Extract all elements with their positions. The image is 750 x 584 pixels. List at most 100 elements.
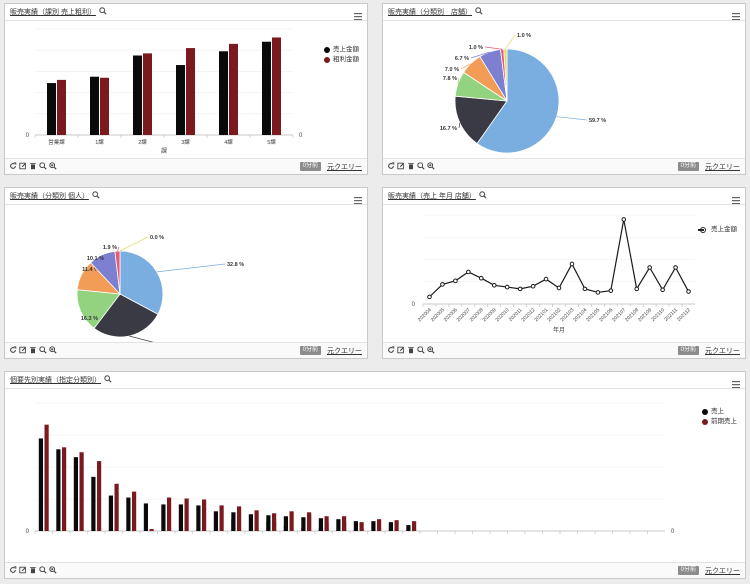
data-point	[530, 283, 536, 289]
legend-item-prior-sales[interactable]: 前期売上	[702, 417, 737, 427]
bar-series-2	[219, 505, 224, 531]
source-query-link[interactable]: 元クエリー	[705, 568, 740, 575]
legend-item-sales[interactable]: 売上	[702, 407, 737, 417]
chart-legend: 売上金額	[698, 225, 737, 235]
refresh-icon[interactable]	[9, 162, 17, 170]
x-tick-label: 202010	[495, 307, 511, 323]
bar-series-1	[371, 521, 376, 531]
refresh-time-badge: 0分前	[677, 162, 699, 171]
data-point	[466, 269, 471, 275]
series-line	[429, 219, 690, 298]
bar-series-2	[412, 521, 417, 531]
source-query-link[interactable]: 元クエリー	[327, 164, 362, 171]
search-icon[interactable]	[475, 7, 483, 17]
hamburger-menu-icon[interactable]	[732, 191, 740, 209]
panel-title[interactable]: 販売実績（課別 売上粗利）	[10, 7, 107, 17]
edit-icon[interactable]	[19, 162, 27, 170]
hamburger-menu-icon[interactable]	[354, 191, 362, 209]
bar-series-2	[186, 48, 195, 135]
legend-item-sales[interactable]: 売上金額	[698, 225, 737, 235]
hamburger-menu-icon[interactable]	[354, 7, 362, 25]
bar-extra	[301, 528, 306, 531]
footer-toolbar	[387, 162, 435, 170]
pie-data-label: 32.8 %	[227, 262, 244, 268]
zoom-in-icon[interactable]	[427, 162, 435, 170]
zoom-icon[interactable]	[417, 162, 425, 170]
pie-leader-line	[484, 46, 503, 50]
bar-series-2	[149, 529, 154, 531]
search-icon[interactable]	[479, 191, 487, 201]
bar-series-2	[114, 483, 119, 531]
pie-leader-line	[505, 34, 516, 50]
search-icon[interactable]	[92, 191, 100, 201]
edit-icon[interactable]	[19, 566, 27, 574]
bar-series-1	[388, 522, 393, 531]
bar-extra	[318, 528, 323, 531]
x-tick-label: 4課	[224, 138, 233, 146]
panel-title[interactable]: 個要先別実績（指定分類別）	[10, 375, 112, 385]
refresh-icon[interactable]	[387, 346, 395, 354]
y2-tick-label: 0	[299, 133, 303, 139]
delete-icon[interactable]	[29, 566, 37, 574]
panel-header: 販売実績（分類別 個人）	[5, 188, 367, 205]
pie-chart-category-store: 59.7 %16.7 %7.8 %7.0 %6.7 %1.0 %1.0 %	[440, 33, 606, 154]
pie-leader-line	[119, 236, 149, 252]
panel-title[interactable]: 販売実績（売上 年月 店舗）	[388, 191, 487, 201]
search-icon[interactable]	[104, 375, 112, 385]
bar-series-2	[57, 79, 66, 135]
bar-series-1	[262, 41, 271, 135]
bar-series-1	[219, 51, 228, 135]
hamburger-menu-icon[interactable]	[732, 7, 740, 25]
bar-extra	[231, 519, 236, 531]
pie-data-label: 16.3 %	[81, 316, 98, 322]
refresh-icon[interactable]	[9, 566, 17, 574]
source-query-link[interactable]: 元クエリー	[705, 164, 740, 171]
zoom-in-icon[interactable]	[49, 162, 57, 170]
zoom-icon[interactable]	[39, 162, 47, 170]
legend-item-sales[interactable]: 売上金額	[324, 45, 359, 55]
panel-footer: 0分前 元クエリー	[383, 342, 745, 358]
x-tick-label: 3課	[181, 138, 190, 146]
panel-title[interactable]: 販売実績（分類別 個人）	[10, 191, 100, 201]
bar-series-2	[100, 77, 109, 135]
footer-toolbar	[387, 346, 435, 354]
pie-chart-category-person: 32.8 %27.5 %16.3 %11.4 %10.1 %1.9 %0.0 %	[76, 235, 244, 343]
source-query-link[interactable]: 元クエリー	[327, 348, 362, 355]
source-query-link[interactable]: 元クエリー	[705, 348, 740, 355]
zoom-in-icon[interactable]	[49, 566, 57, 574]
bar-series-1	[56, 449, 61, 531]
edit-icon[interactable]	[397, 162, 405, 170]
zoom-in-icon[interactable]	[49, 346, 57, 354]
data-point	[491, 283, 497, 288]
delete-icon[interactable]	[29, 162, 37, 170]
refresh-time-badge: 0分前	[299, 346, 321, 355]
bar-series-1	[283, 516, 288, 531]
delete-icon[interactable]	[407, 346, 415, 354]
delete-icon[interactable]	[29, 346, 37, 354]
edit-icon[interactable]	[19, 346, 27, 354]
refresh-icon[interactable]	[387, 162, 395, 170]
panel-header: 個要先別実績（指定分類別）	[5, 372, 745, 389]
delete-icon[interactable]	[407, 162, 415, 170]
legend-item-gross-profit[interactable]: 粗利金額	[324, 55, 359, 65]
bar-extra	[266, 521, 271, 531]
zoom-icon[interactable]	[39, 346, 47, 354]
data-point	[634, 286, 640, 292]
data-point	[582, 286, 588, 292]
hamburger-menu-icon[interactable]	[732, 375, 740, 393]
data-point	[440, 282, 445, 287]
zoom-icon[interactable]	[39, 566, 47, 574]
refresh-icon[interactable]	[9, 346, 17, 354]
search-icon[interactable]	[99, 7, 107, 17]
legend-line-marker	[698, 229, 704, 231]
zoom-in-icon[interactable]	[427, 346, 435, 354]
pie-data-label: 59.7 %	[589, 118, 606, 124]
bar-series-1	[196, 505, 201, 531]
bar-series-2	[143, 53, 152, 135]
zoom-icon[interactable]	[417, 346, 425, 354]
panel-sales-by-category-person: 販売実績（分類別 個人） 32.8 %27.5 %16.3 %11.4 %10.…	[4, 187, 368, 359]
panel-title[interactable]: 販売実績（分類別 店舗）	[388, 7, 483, 17]
edit-icon[interactable]	[397, 346, 405, 354]
refresh-time-badge: 0分前	[677, 346, 699, 355]
